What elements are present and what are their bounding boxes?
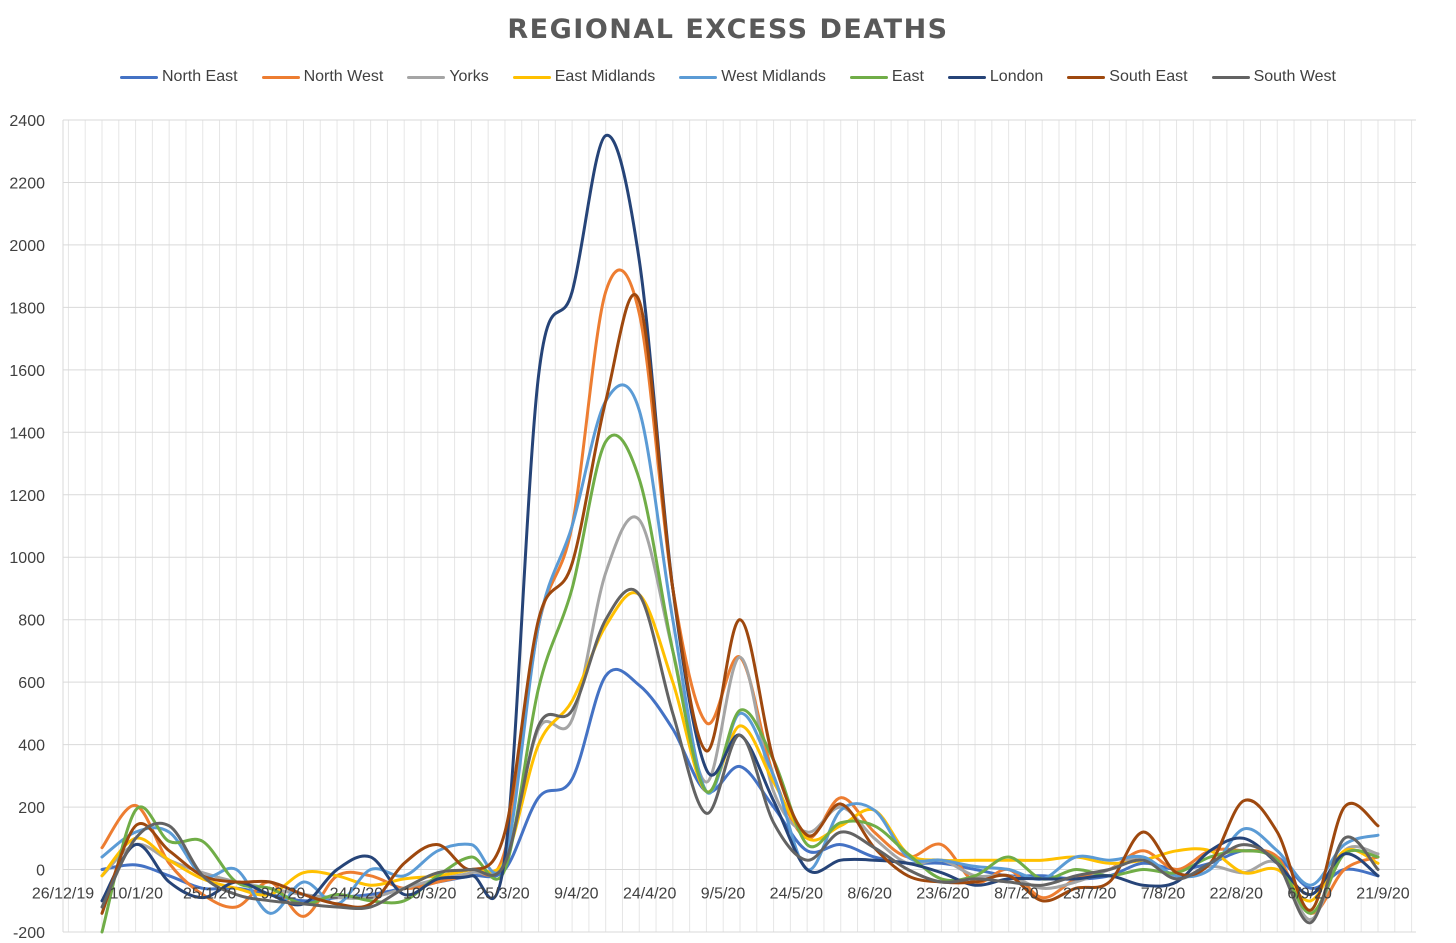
y-tick-label: 0 (36, 863, 45, 880)
legend-item-west-midlands: West Midlands (679, 68, 826, 86)
y-tick-label: 1000 (9, 550, 45, 567)
x-tick-label: 25/1/20 (183, 886, 236, 903)
y-tick-label: 1800 (9, 300, 45, 317)
legend-swatch (512, 75, 551, 79)
legend-item-south-east: South East (1067, 68, 1188, 86)
x-tick-label: 24/5/20 (770, 886, 823, 903)
x-tick-label: 26/12/19 (32, 886, 94, 903)
legend-label: East (891, 68, 924, 85)
x-tick-label: 25/3/20 (476, 886, 529, 903)
y-tick-label: 1600 (9, 363, 45, 380)
x-tick-label: 7/8/20 (1141, 886, 1186, 903)
legend-item-north-west: North West (261, 68, 384, 86)
series-line-south-east (100, 293, 1380, 915)
legend-swatch (261, 75, 300, 79)
legend-item-east-midlands: East Midlands (512, 68, 656, 86)
legend-item-south-west: South West (1211, 68, 1336, 86)
legend-swatch (407, 75, 446, 79)
legend-item-north-east: North East (119, 68, 238, 86)
x-tick-label: 23/7/20 (1063, 886, 1116, 903)
legend-swatch (1067, 75, 1106, 79)
x-tick-label: 24/4/20 (623, 886, 676, 903)
chart-legend: North East North West Yorks East Midlands We… (0, 68, 1456, 86)
x-tick-label: 22/8/20 (1210, 886, 1263, 903)
legend-label: North East (161, 68, 238, 85)
y-tick-label: 600 (18, 675, 45, 692)
x-tick-label: 8/7/20 (994, 886, 1039, 903)
y-tick-label: 1200 (9, 488, 45, 505)
x-tick-label: 21/9/20 (1356, 886, 1409, 903)
legend-swatch (119, 75, 158, 79)
y-tick-label: 400 (18, 738, 45, 755)
y-tick-label: 2400 (9, 113, 45, 130)
y-tick-label: 800 (18, 613, 45, 630)
legend-swatch (849, 75, 888, 79)
legend-label: South East (1109, 68, 1188, 85)
x-tick-label: 10/1/20 (110, 886, 163, 903)
legend-label: London (989, 68, 1044, 85)
x-tick-label: 24/2/20 (330, 886, 383, 903)
x-tick-label: 23/6/20 (916, 886, 969, 903)
x-tick-label: 9/4/20 (554, 886, 599, 903)
y-tick-label: 2200 (9, 175, 45, 192)
legend-label: North West (303, 68, 384, 85)
x-tick-label: 10/3/20 (403, 886, 456, 903)
x-tick-label: 9/2/20 (261, 886, 306, 903)
x-tick-label: 8/6/20 (847, 886, 892, 903)
y-tick-label: 2000 (9, 238, 45, 255)
series-line-south-west (100, 587, 1380, 925)
y-tick-label: -200 (13, 925, 45, 942)
legend-label: South West (1253, 68, 1336, 85)
chart-title: REGIONAL EXCESS DEATHS (507, 14, 949, 45)
legend-swatch (947, 75, 986, 79)
legend-swatch (679, 75, 718, 79)
legend-item-london: London (947, 68, 1044, 86)
legend-label: Yorks (449, 68, 489, 85)
legend-label: East Midlands (554, 68, 656, 85)
y-tick-label: 200 (18, 800, 45, 817)
legend-label: West Midlands (721, 68, 826, 85)
legend-swatch (1211, 75, 1250, 79)
legend-item-yorks: Yorks (407, 68, 489, 86)
x-tick-label: 6/9/20 (1287, 886, 1332, 903)
y-tick-label: 1400 (9, 425, 45, 442)
legend-item-east: East (849, 68, 924, 86)
x-tick-label: 9/5/20 (701, 886, 746, 903)
